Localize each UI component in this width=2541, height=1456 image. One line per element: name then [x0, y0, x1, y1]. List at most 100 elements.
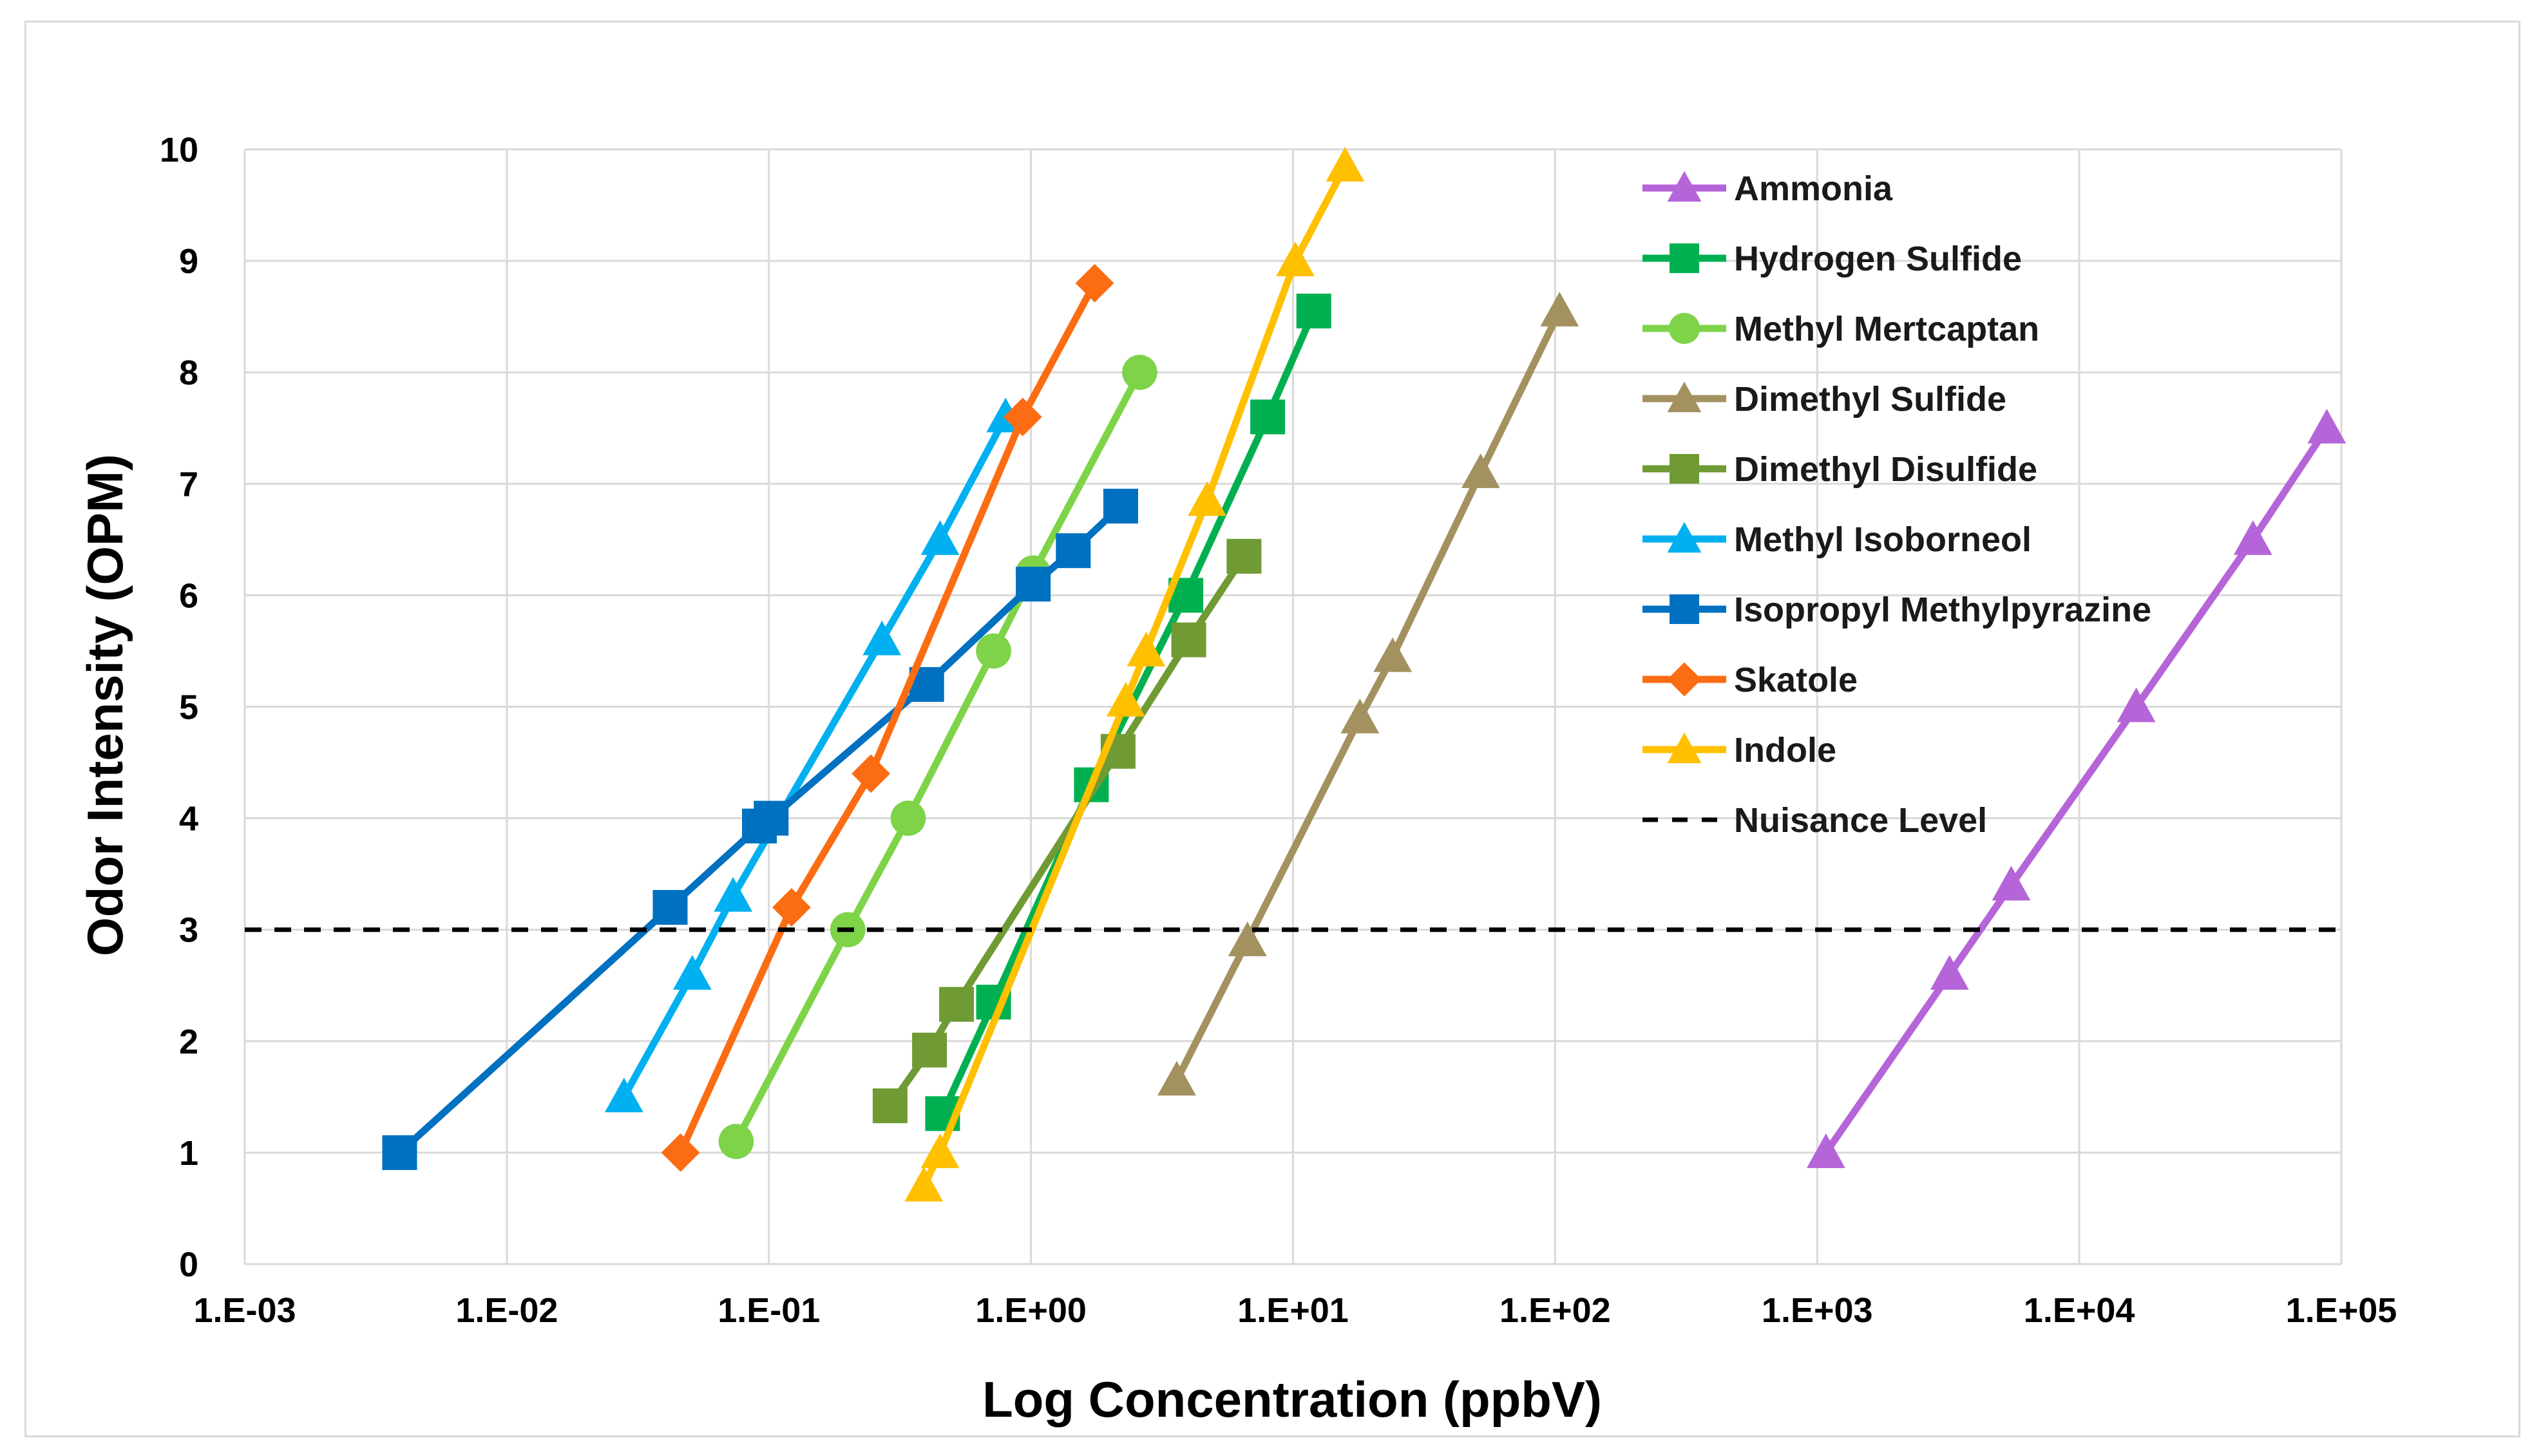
legend-label: Skatole: [1734, 661, 1858, 699]
indole-point: [1106, 681, 1145, 717]
methyl-isoborneol-point: [604, 1077, 643, 1113]
legend-item-skatole: Skatole: [1642, 661, 1858, 699]
legend-item-indole: Indole: [1642, 731, 1836, 770]
dimethyl-sulfide-point: [1540, 292, 1579, 326]
hydrogen-sulfide-point: [1296, 293, 1331, 328]
dimethyl-disulfide-point: [872, 1088, 908, 1124]
isopropyl-methylpyrazine-point: [754, 800, 789, 836]
hydrogen-sulfide-point: [1250, 399, 1286, 435]
skatole-point: [772, 888, 811, 927]
isopropyl-methylpyrazine-point: [652, 890, 688, 925]
dimethyl-disulfide-point: [939, 987, 975, 1022]
indole-point: [1276, 241, 1315, 277]
series-layer: [245, 147, 2346, 1202]
series-indole: [904, 147, 1365, 1202]
y-tick-label: 1: [179, 1134, 198, 1173]
legend-swatch-marker: [1667, 381, 1702, 413]
series-skatole: [661, 263, 1114, 1172]
methyl-mertcaptan-line: [733, 370, 1143, 1144]
indole-point: [1188, 481, 1226, 516]
legend-item-methyl-mertcaptan: Methyl Mertcaptan: [1642, 310, 2039, 348]
methyl-isoborneol-line: [621, 415, 1009, 1099]
indole-point: [904, 1166, 944, 1202]
methyl-mertcaptan-point: [718, 1124, 754, 1159]
methyl-isoborneol-point: [672, 955, 712, 990]
x-tick-label: 1.E+01: [1237, 1291, 1349, 1330]
y-tick-label: 6: [179, 576, 198, 615]
y-tick-label: 5: [179, 688, 198, 727]
legend-swatch-marker: [1670, 243, 1699, 273]
dimethyl-sulfide-point: [1461, 453, 1500, 488]
skatole-point: [852, 754, 890, 793]
dimethyl-sulfide-point: [1157, 1061, 1196, 1096]
y-axis-title: Odor Intensity (OPM): [77, 454, 133, 956]
indole-point: [920, 1133, 960, 1168]
dimethyl-sulfide-point: [1228, 922, 1267, 956]
isopropyl-methylpyrazine-point: [1103, 488, 1138, 524]
dimethyl-disulfide-point: [912, 1032, 947, 1068]
legend-item-dimethyl-sulfide: Dimethyl Sulfide: [1642, 380, 2006, 419]
y-tick-label: 8: [179, 354, 198, 392]
indole-line: [920, 164, 1349, 1188]
ammonia-point: [2117, 687, 2156, 723]
methyl-mertcaptan-point: [890, 800, 926, 836]
chart-frame: [24, 21, 2520, 1437]
isopropyl-methylpyrazine-point: [1056, 533, 1091, 569]
dimethyl-sulfide-point: [1373, 637, 1413, 672]
isopropyl-methylpyrazine-point: [1016, 567, 1051, 602]
y-tick-label: 2: [179, 1023, 198, 1061]
series-isopropyl-methylpyrazine: [382, 488, 1138, 1170]
x-tick-label: 1.E-03: [193, 1291, 296, 1330]
legend-label: Methyl Mertcaptan: [1734, 310, 2039, 348]
legend-swatch-marker: [1667, 662, 1702, 697]
x-tick-label: 1.E+03: [1762, 1291, 1873, 1330]
y-tick-label: 9: [179, 242, 198, 281]
legend-item-dimethyl-disulfide: Dimethyl Disulfide: [1642, 450, 2037, 489]
methyl-mertcaptan-point: [1122, 354, 1157, 390]
y-tick-label: 3: [179, 911, 198, 950]
y-tick-label: 7: [179, 465, 198, 504]
y-tick-label: 4: [179, 800, 198, 838]
x-tick-labels: 1.E-03 1.E-02 1.E-01 1.E+00 1.E+01 1.E+02 1.E+…: [193, 1291, 2397, 1330]
dimethyl-disulfide-point: [1226, 538, 1262, 574]
skatole-point: [1003, 397, 1042, 437]
ammonia-point: [2307, 408, 2346, 444]
legend-swatch-marker: [1670, 454, 1699, 484]
legend-swatch-marker: [1670, 594, 1699, 624]
series-dimethyl-sulfide: [1157, 292, 1579, 1096]
legend-swatch-marker: [1668, 312, 1700, 345]
ammonia-point: [1806, 1133, 1845, 1168]
legend-label: Isopropyl Methylpyrazine: [1734, 591, 2151, 629]
legend-item-isopropyl-methylpyrazine: Isopropyl Methylpyrazine: [1642, 591, 2151, 629]
dimethyl-sulfide-point: [1340, 698, 1380, 733]
legend-item-methyl-isoborneol: Methyl Isoborneol: [1642, 520, 2032, 559]
legend-label: Indole: [1734, 731, 1836, 770]
methyl-isoborneol-point: [714, 876, 753, 912]
x-tick-label: 1.E+04: [2024, 1291, 2135, 1330]
legend-swatch-marker: [1667, 522, 1702, 553]
x-tick-label: 1.E-02: [455, 1291, 558, 1330]
legend-item-nuisance-level: Nuisance Level: [1642, 801, 1987, 840]
legend-item-ammonia: Ammonia: [1642, 169, 1893, 208]
legend-label: Nuisance Level: [1734, 801, 1987, 840]
legend-label: Methyl Isoborneol: [1734, 520, 2032, 559]
ammonia-point: [1930, 955, 1969, 990]
hydrogen-sulfide-line: [939, 309, 1317, 1115]
y-tick-label: 10: [160, 131, 198, 169]
skatole-point: [661, 1133, 700, 1172]
indole-point: [1127, 632, 1166, 667]
x-tick-label: 1.E-01: [718, 1291, 820, 1330]
legend-label: Dimethyl Sulfide: [1734, 380, 2006, 419]
x-tick-label: 1.E+05: [2286, 1291, 2397, 1330]
legend-swatch-marker: [1667, 732, 1702, 764]
y-tick-label: 0: [179, 1245, 198, 1284]
x-axis-title: Log Concentration (ppbV): [982, 1371, 1602, 1428]
ammonia-point: [1992, 865, 2031, 901]
isopropyl-methylpyrazine-point: [382, 1135, 417, 1170]
skatole-point: [1075, 263, 1114, 303]
dimethyl-sulfide-line: [1174, 309, 1563, 1082]
legend-swatch-marker: [1667, 171, 1702, 202]
indole-point: [1326, 147, 1365, 182]
legend-label: Ammonia: [1734, 169, 1893, 208]
